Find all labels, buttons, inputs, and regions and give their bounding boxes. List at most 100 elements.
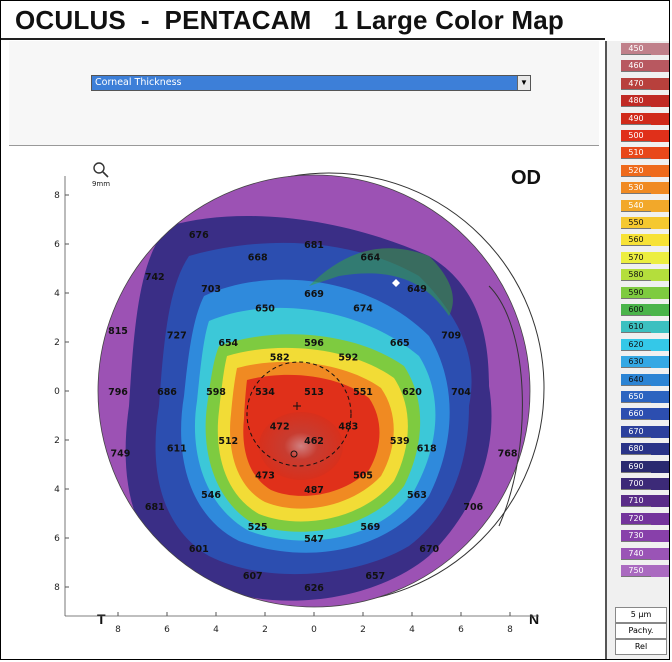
y-tick-label: 4 (54, 485, 60, 495)
map-type-dropdown[interactable]: Corneal Thickness ▼ (91, 75, 531, 91)
zoom-icon[interactable] (93, 162, 109, 178)
x-tick-label: 4 (213, 625, 219, 635)
thickness-value: 669 (304, 289, 324, 300)
scale-label: 680 (621, 443, 651, 456)
thickness-value: 815 (108, 326, 128, 337)
thickness-values: 676 681 668 664 742 703 669 649 650 674 815 727 654 5… (108, 230, 518, 594)
thickness-value: 473 (255, 470, 275, 481)
scale-swatch (651, 269, 669, 282)
x-tick-label: 8 (507, 625, 513, 635)
scale-label: 540 (621, 199, 651, 212)
temporal-label: T (97, 611, 106, 627)
thickness-value: 547 (304, 534, 324, 545)
scale-swatch (651, 373, 669, 386)
scale-swatch (651, 147, 669, 160)
scale-label: 670 (621, 425, 651, 438)
scale-label: 640 (621, 373, 651, 386)
scale-label: 560 (621, 234, 651, 247)
thickness-value: 592 (338, 353, 358, 364)
y-tick-label: 0 (54, 387, 60, 397)
thickness-value: 525 (248, 522, 268, 533)
color-scale-panel: 450 460 470 480 490 500 510 520 530 540 550 560 570 5… (605, 41, 669, 659)
x-tick-label: 6 (458, 625, 464, 635)
thickness-value: 620 (402, 387, 422, 398)
thickness-value: 706 (463, 502, 483, 513)
thickness-value: 650 (255, 304, 275, 315)
thickness-value: 534 (255, 387, 275, 398)
thickness-value: 709 (441, 331, 461, 342)
scale-swatch (651, 512, 669, 525)
scale-type[interactable]: Pachy. (615, 623, 667, 639)
x-tick-label: 4 (409, 625, 415, 635)
eye-label: OD (511, 167, 541, 189)
thickness-value: 596 (304, 338, 324, 349)
scale-label: 720 (621, 512, 651, 525)
thickness-value: 607 (243, 571, 263, 582)
scale-label: 570 (621, 251, 651, 264)
scale-label: 630 (621, 356, 651, 369)
thickness-value: 665 (390, 338, 410, 349)
scale-swatch (651, 321, 669, 334)
scale-mode[interactable]: Rel (615, 639, 667, 655)
scale-swatch (651, 95, 669, 108)
thickness-value: 670 (419, 544, 439, 555)
thickness-value: 546 (201, 490, 221, 501)
y-tick-label: 4 (54, 289, 60, 299)
scale-label: 450 (621, 43, 651, 55)
scale-swatch (651, 443, 669, 456)
scale-label: 580 (621, 269, 651, 282)
thickness-value: 513 (304, 387, 324, 398)
scale-swatch (651, 251, 669, 264)
scale-swatch (651, 425, 669, 438)
y-tick-label: 8 (54, 583, 60, 593)
y-tick-label: 2 (54, 436, 60, 446)
thickness-value: 742 (145, 272, 165, 283)
scale-swatch (651, 408, 669, 421)
thickness-value: 487 (304, 485, 324, 496)
thickness-value: 601 (189, 544, 209, 555)
scale-swatch (651, 217, 669, 229)
thickness-value: 483 (338, 421, 358, 432)
x-tick-label: 2 (262, 625, 268, 635)
scale-label: 600 (621, 304, 651, 316)
thickness-value: 674 (353, 304, 373, 315)
y-tick-label: 6 (54, 534, 60, 544)
y-tick-label: 6 (54, 240, 60, 250)
scale-swatch (651, 286, 669, 299)
thickness-value: 749 (111, 448, 131, 459)
apex-cross-icon (293, 402, 301, 410)
scale-label: 460 (621, 60, 651, 73)
scale-step[interactable]: 5 µm (615, 607, 667, 623)
scale-swatch (651, 478, 669, 490)
scale-swatch (651, 304, 669, 316)
thickness-value: 598 (206, 387, 226, 398)
pupil-outline (246, 361, 352, 467)
diamond-marker-icon (392, 279, 400, 287)
thickness-value: 704 (451, 387, 471, 398)
y-axis-ticks: 8 6 4 2 0 2 4 6 8 (54, 191, 69, 593)
window-title: OCULUS - PENTACAM 1 Large Color Map (15, 5, 565, 35)
scale-swatch (651, 60, 669, 73)
scale-label: 480 (621, 95, 651, 108)
thickness-value: 796 (108, 387, 128, 398)
scale-swatch (651, 565, 669, 577)
chevron-down-icon[interactable]: ▼ (517, 76, 530, 90)
scale-swatch (651, 130, 669, 142)
scale-label: 700 (621, 478, 651, 490)
thickness-value: 626 (304, 583, 324, 594)
scale-label: 750 (621, 565, 651, 577)
thickness-value: 618 (417, 443, 437, 454)
scale-label: 470 (621, 77, 651, 90)
top-panel (9, 41, 599, 146)
scale-label: 660 (621, 408, 651, 421)
scale-swatch (651, 164, 669, 177)
zoom-label: 9mm (92, 180, 110, 188)
thickness-value: 686 (157, 387, 177, 398)
scale-label: 510 (621, 147, 651, 160)
thickness-value: 462 (304, 436, 324, 447)
scale-swatch (651, 547, 669, 560)
thickness-value: 582 (270, 353, 290, 364)
thickness-value: 768 (498, 448, 518, 459)
scale-swatch (651, 199, 669, 212)
scale-swatch (651, 391, 669, 403)
